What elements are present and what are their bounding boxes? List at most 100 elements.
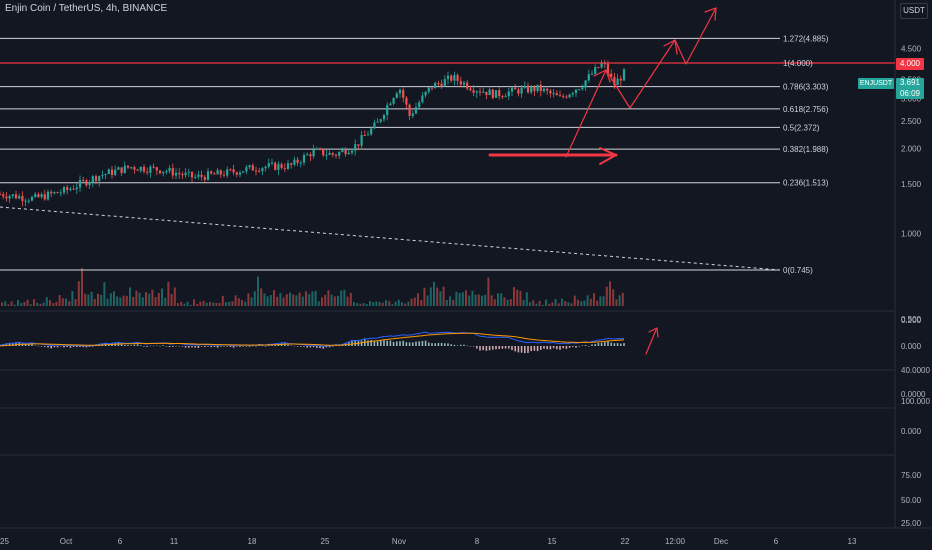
volume-bar xyxy=(525,292,528,306)
volume-bar xyxy=(253,291,256,306)
red-annotations[interactable] xyxy=(488,7,717,355)
candle-body xyxy=(421,95,424,103)
macd-histogram-bar xyxy=(156,345,158,347)
volume-bar xyxy=(65,298,67,306)
macd-histogram-bar xyxy=(108,344,110,346)
volume-bar xyxy=(394,301,397,306)
macd-histogram-bar xyxy=(444,343,446,346)
macd-histogram-bar xyxy=(463,344,465,346)
macd-histogram-bar xyxy=(581,345,584,346)
macd-histogram-bar xyxy=(34,345,36,346)
descending-trendline[interactable] xyxy=(0,206,781,271)
candle-body xyxy=(181,174,184,176)
macd-histogram-bar xyxy=(616,343,619,346)
volume-bar xyxy=(13,304,16,306)
volume-bar xyxy=(532,300,535,306)
time-axis-label: Oct xyxy=(60,537,73,546)
macd-arrow-line xyxy=(645,329,657,355)
volume-bar xyxy=(471,290,474,306)
candle-body xyxy=(200,174,203,177)
volume-bar xyxy=(497,293,499,306)
candle-body xyxy=(414,107,418,114)
volume-bar xyxy=(151,289,154,306)
candle-body xyxy=(520,87,523,94)
candle-body xyxy=(382,114,386,120)
macd-panel xyxy=(0,331,625,354)
volume-bar xyxy=(173,287,176,306)
currency-label[interactable]: USDT xyxy=(900,3,928,19)
macd-histogram-bar xyxy=(536,346,539,352)
volume-bar xyxy=(458,292,461,306)
volume-bar xyxy=(385,300,387,306)
candle-body xyxy=(424,91,427,96)
macd-histogram-bar xyxy=(520,346,523,353)
volume-bar xyxy=(298,292,301,306)
volume-bar xyxy=(221,295,224,306)
volume-bar xyxy=(68,301,71,306)
macd-histogram-bar xyxy=(511,346,513,351)
price-axis[interactable]: 4.5003.5003.0002.5002.0001.5001.0000.500… xyxy=(901,44,930,528)
candle-body xyxy=(514,87,517,90)
volume-bar xyxy=(317,301,320,306)
candle-body xyxy=(462,82,466,85)
volume-bar xyxy=(109,293,112,306)
macd-histogram-bar xyxy=(504,346,507,349)
macd-histogram-bar xyxy=(524,346,526,354)
price-axis-label: 1.500 xyxy=(901,180,922,189)
macd-histogram-bar xyxy=(533,346,536,351)
candle-body xyxy=(482,91,485,93)
macd-histogram-bar xyxy=(472,346,475,347)
candle-body xyxy=(136,169,139,171)
volume-bar xyxy=(154,297,157,306)
candle-body xyxy=(453,75,456,81)
candle-body xyxy=(216,170,219,175)
time-axis-label: 13 xyxy=(848,537,857,546)
volume-bar xyxy=(468,295,471,306)
macd-histogram-bar xyxy=(498,346,500,349)
macd-histogram-bar xyxy=(594,344,596,346)
volume-bar xyxy=(442,286,445,306)
countdown: 06:09 xyxy=(899,88,921,98)
volume-bar xyxy=(369,300,371,306)
macd-histogram-bar xyxy=(517,346,520,353)
macd-histogram-bar xyxy=(440,342,443,346)
panel4-axis-label: 100.000 xyxy=(901,397,930,406)
volume-bar xyxy=(413,297,416,306)
projection-arrow-head xyxy=(704,7,717,21)
volume-bar xyxy=(58,294,61,306)
volume-bar xyxy=(484,294,487,306)
fibonacci-retracement[interactable]: 1.272(4.885) 1(4.000) 0.786(3.303) 0.618(2.… xyxy=(0,34,895,275)
volume-bar xyxy=(423,287,426,306)
volume-bar xyxy=(103,282,106,306)
volume-bar xyxy=(609,281,611,306)
candle-body xyxy=(578,89,581,91)
volume-bar xyxy=(234,295,237,306)
time-axis-label: 11 xyxy=(170,537,179,546)
volume-bar xyxy=(295,295,298,306)
candle-body xyxy=(350,150,354,153)
candle-body xyxy=(18,196,21,199)
volume-bar xyxy=(365,304,368,306)
macd-histogram-bar xyxy=(143,346,145,347)
volume-bar xyxy=(141,297,144,306)
time-axis[interactable]: 25 Oct 6 11 18 25 Nov 8 15 22 12:00 Dec 6 13 xyxy=(0,537,857,546)
volume-bar xyxy=(426,295,429,306)
volume-bar xyxy=(42,302,45,306)
volume-bar xyxy=(189,304,192,306)
macd-histogram-bar xyxy=(63,346,65,348)
candle-body xyxy=(11,194,14,196)
macd-histogram-bar xyxy=(296,346,299,347)
macd-histogram-bar xyxy=(514,346,516,352)
volume-bar xyxy=(100,294,103,306)
volume-bar xyxy=(586,295,589,306)
macd-histogram-bar xyxy=(373,340,376,346)
candle-body xyxy=(341,149,344,153)
candle-body xyxy=(402,89,405,98)
volume-bar xyxy=(404,303,407,306)
price-axis-label: 2.500 xyxy=(901,117,922,126)
support-arrow-head xyxy=(599,147,617,165)
candle-body xyxy=(446,75,450,80)
price-axis-label: 2.000 xyxy=(901,144,922,153)
candle-body xyxy=(408,104,411,116)
